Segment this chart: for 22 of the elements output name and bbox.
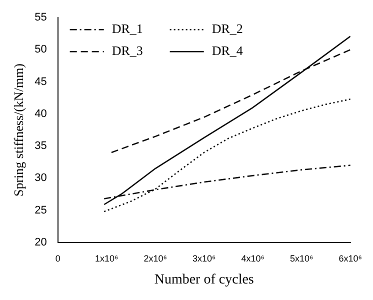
- x-tick-label: 5x10⁶: [290, 253, 314, 264]
- y-tick-label: 50: [34, 44, 47, 56]
- y-axis-title: Spring stiffness/(kN/mm): [11, 63, 26, 197]
- y-tick-label: 45: [34, 76, 47, 88]
- legend-label: DR_4: [212, 43, 244, 58]
- legend-label: DR_3: [112, 43, 143, 58]
- y-tick-label: 35: [34, 140, 47, 152]
- y-tick-label: 30: [34, 172, 47, 184]
- x-tick-label: 2x10⁶: [144, 253, 168, 264]
- x-tick-label: 0: [55, 253, 60, 264]
- x-axis-title: Number of cycles: [154, 272, 254, 288]
- y-tick-label: 55: [34, 12, 47, 24]
- y-tick-label: 20: [34, 236, 47, 248]
- y-tick-label: 40: [34, 108, 47, 120]
- legend-label: DR_1: [112, 21, 143, 36]
- x-tick-label: 1x10⁶: [94, 253, 118, 264]
- x-tick-label: 4x10⁶: [241, 253, 265, 264]
- y-tick-label: 25: [34, 204, 47, 216]
- line-series: [104, 98, 350, 212]
- x-tick-label: 3x10⁶: [192, 253, 216, 264]
- x-tick-label: 6x10⁶: [338, 253, 362, 264]
- legend-label: DR_2: [212, 21, 243, 36]
